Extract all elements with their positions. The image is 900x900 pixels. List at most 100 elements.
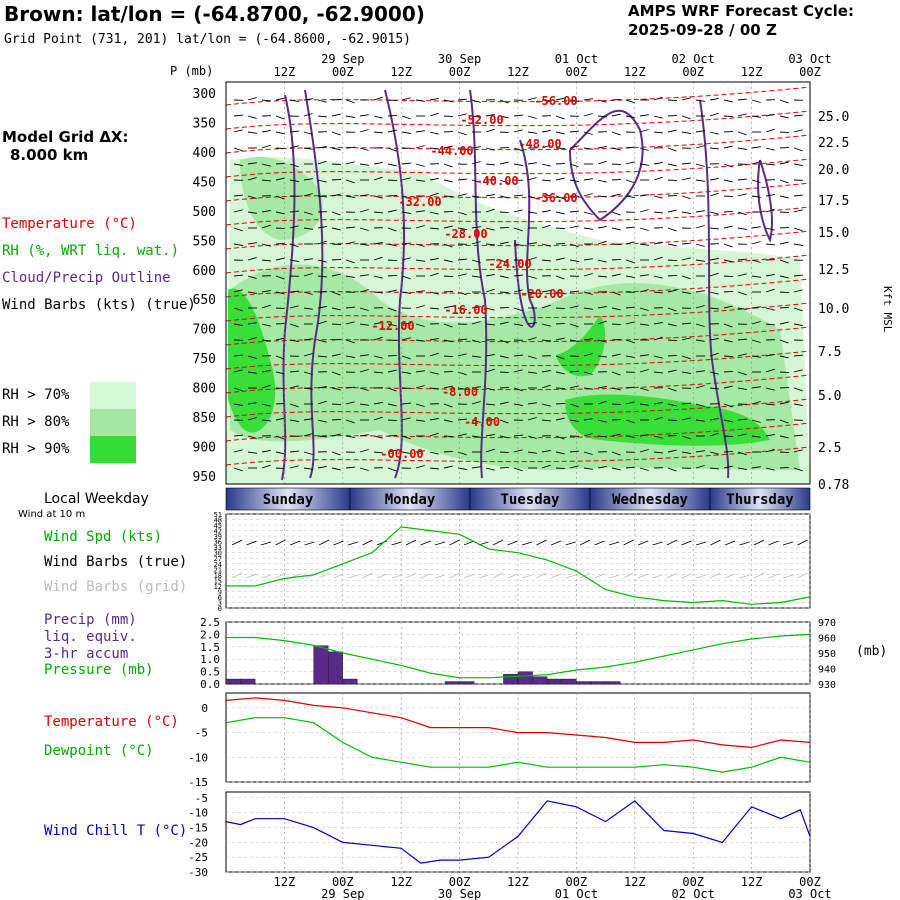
pressure-tick-label: 350: [193, 116, 216, 131]
wind-barb-231: [597, 179, 607, 183]
wind-barb-350: [541, 224, 551, 229]
wind-barb-511: [499, 291, 510, 294]
grid-wind-barb: [521, 574, 533, 579]
cloud-outline-0: [281, 94, 296, 481]
wind-barb-911: [359, 449, 369, 453]
wind-barb-757: [499, 386, 510, 389]
wind-barb-14: [429, 97, 439, 101]
wind-barb-420: [373, 256, 383, 261]
grid-wind-barb: [391, 574, 402, 579]
bottom-time-label: 12Z: [274, 875, 296, 889]
wind-barb-471: [513, 274, 524, 277]
wind-barb-215: [373, 176, 383, 181]
wind-barb-176: [401, 162, 412, 165]
wind-barb-218: [415, 179, 425, 182]
true-wind-barb: [753, 539, 765, 546]
wind-barb-651: [737, 338, 748, 341]
grid-wind-barb: [637, 573, 649, 579]
grid-wind-barb: [507, 573, 518, 579]
wind-barb-273: [611, 193, 621, 197]
pressure-label: Pressure (mb): [44, 662, 154, 678]
wind-barb-956: [415, 465, 425, 469]
true-wind-barb: [507, 540, 518, 546]
wind-barb-627: [401, 337, 411, 341]
wind-barb-488: [751, 275, 761, 278]
wind-barb-971: [625, 466, 636, 469]
pressure-tick-label: 750: [193, 352, 216, 367]
wind-barb-393: [569, 243, 579, 248]
wind-barb-412: [261, 259, 272, 262]
wind-barb-931: [639, 449, 649, 453]
wind-barb-67: [597, 115, 608, 118]
wind-barb-867: [317, 435, 328, 438]
wind-barb-570: [751, 306, 761, 309]
wind-barb-150: [611, 147, 621, 151]
wind-barb-11: [387, 99, 398, 102]
wind-barb-422: [401, 257, 411, 261]
wind-barb-617: [261, 339, 272, 342]
wind-barb-613: [779, 321, 789, 325]
wind-barb-70: [639, 114, 649, 117]
grid-wind-barb: [623, 572, 634, 579]
wind-barb-611: [751, 321, 761, 325]
precip-bar: [313, 645, 329, 685]
wind-barb-56: [443, 115, 454, 118]
wind-barb-886: [583, 433, 593, 437]
pressure-tick-label: 700: [193, 323, 216, 338]
wind-barb-935: [695, 450, 705, 453]
grid-wind-barb: [768, 573, 779, 579]
wind-barb-34: [709, 97, 719, 101]
top-time-label: 00Z: [332, 65, 354, 79]
wind-barb-604: [653, 321, 663, 325]
wind-barb-123: [233, 147, 243, 152]
wind-barb-591: [471, 321, 481, 325]
wind-barb-440: [653, 256, 663, 261]
weekday-label: Thursday: [726, 492, 794, 508]
bottom-time-label: 00Z: [332, 875, 354, 889]
wind-barb-835: [443, 419, 453, 423]
wind-barb-783: [289, 403, 299, 408]
wind-barb-772: [709, 387, 720, 390]
wind-barb-900: [779, 435, 789, 439]
wind-barb-8: [345, 99, 355, 104]
wind-barb-204: [793, 163, 803, 167]
bottom-time-label: 00Z: [566, 875, 588, 889]
wind-barb-83: [247, 131, 257, 134]
wind-barb-846: [597, 419, 607, 423]
wind-barb-798: [499, 401, 509, 405]
wind-barb-693: [751, 355, 761, 358]
wind-barb-161: [765, 147, 775, 151]
wind-barb-564: [667, 307, 677, 312]
temperature-contour-label: -24.00: [488, 257, 531, 271]
wind-barb-33: [695, 99, 705, 102]
precip-bar: [605, 681, 621, 685]
wind-barb-219: [429, 177, 439, 181]
wind-barb-806: [611, 403, 622, 406]
chill-tick-label: -5: [195, 792, 208, 805]
wind-barb-51: [373, 115, 383, 119]
top-date-label: 02 Oct: [672, 52, 715, 66]
wind-barb-833: [415, 419, 425, 422]
true-wind-barb: [333, 540, 344, 546]
true-wind-barb: [623, 539, 634, 546]
wind-barb-104: [541, 129, 551, 133]
precip-bar: [328, 651, 343, 685]
wind-barb-809: [653, 401, 663, 405]
wind-barb-942: [793, 449, 803, 453]
wind-barb-481: [653, 275, 663, 279]
wind-barb-730: [695, 370, 705, 373]
wind-barb-462: [387, 274, 398, 277]
wind-barb-697: [233, 369, 243, 373]
wind-barb-326: [779, 211, 790, 214]
wind-barb-447: [751, 259, 761, 263]
wind-barb-333: [303, 227, 313, 230]
wind-barb-224: [499, 179, 509, 184]
wind-barb-533: [233, 307, 243, 312]
wind-barb-943: [233, 467, 243, 472]
wind-barb-96: [429, 131, 439, 135]
wind-barb-103: [527, 131, 537, 134]
wind-barb-972: [639, 467, 649, 471]
wind-barb-920: [485, 448, 495, 453]
wind-barb-237: [681, 177, 691, 181]
wind-barb-396: [611, 243, 622, 246]
